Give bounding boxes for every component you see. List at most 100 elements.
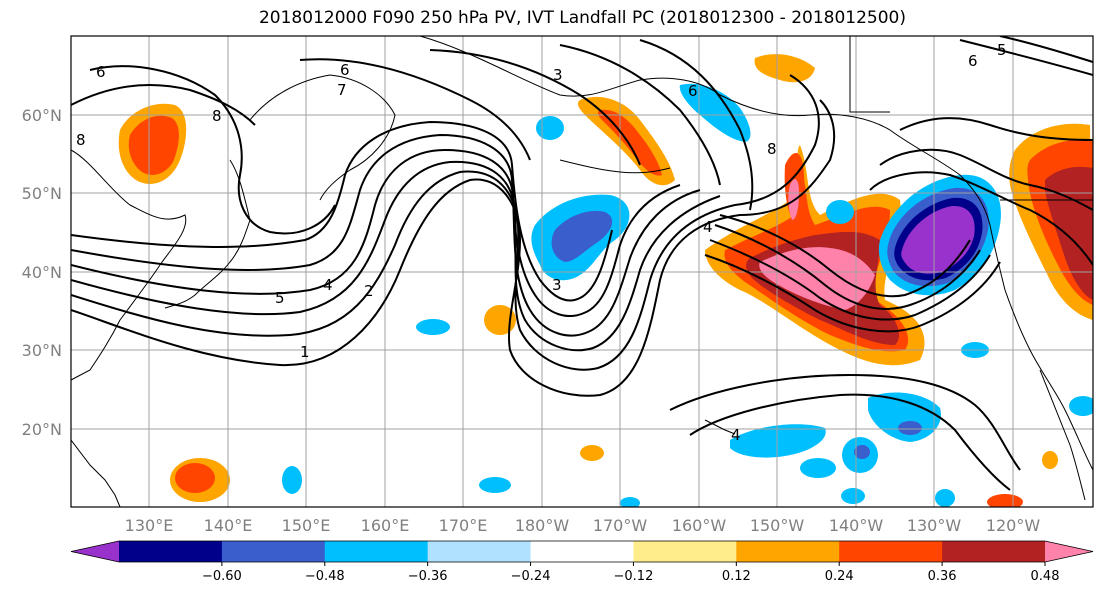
colorbar: −0.60 −0.48 −0.36 −0.24 −0.12 0.12 0.24 0.36 0.4…: [70, 540, 1094, 584]
colorbar-bin: [119, 541, 223, 562]
colorbar-bin: [427, 541, 532, 562]
contour-5: [71, 133, 681, 317]
lon-label: 170°W: [593, 516, 648, 535]
contour-label: 4: [731, 426, 741, 444]
hawaii: [704, 419, 736, 435]
negative-anomaly-east-peak: [901, 205, 975, 274]
coast-kamchatka: [249, 74, 396, 201]
negative-anomaly-south2: [730, 424, 826, 458]
negative-blob-g: [1069, 396, 1093, 416]
lat-label: 30°N: [22, 341, 62, 360]
contour-9: [299, 58, 531, 161]
positive-anomaly-ne: [754, 54, 815, 83]
colorbar-bin: [530, 541, 634, 562]
colorbar-tick-label: −0.24: [511, 569, 551, 584]
lon-label: 170°E: [439, 516, 488, 535]
contour-1: [71, 99, 836, 397]
contour-label: 1: [300, 343, 310, 361]
negative-blob-d: [479, 477, 511, 493]
lon-label: 140°E: [204, 516, 253, 535]
contour-15: [709, 239, 991, 321]
negative-anomaly-bering: [679, 83, 751, 142]
contour-7: [89, 65, 336, 235]
negative-blob-h-core: [854, 445, 870, 459]
negative-anomaly-dateline-core: [551, 210, 613, 262]
positive-blob-a: [484, 305, 516, 335]
coast-alaska: [419, 36, 991, 226]
coast-east-asia: [71, 149, 187, 381]
lon-label: 180°W: [515, 516, 570, 535]
negative-blob-i: [800, 458, 836, 478]
lat-label: 40°N: [22, 263, 62, 282]
colorbar-tick-label: 0.24: [825, 569, 854, 584]
figure-title: 2018012000 F090 250 hPa PV, IVT Landfall…: [258, 8, 906, 28]
contour-label: 6: [688, 82, 698, 100]
lon-labels: 130°E 140°E 150°E 160°E 170°E 180°W 170°…: [125, 516, 1041, 535]
positive-blob-c: [580, 445, 604, 461]
contour-21: [899, 117, 1093, 141]
negative-blob-j: [935, 489, 955, 507]
negative-blob-e: [826, 200, 854, 224]
contour-11: [559, 44, 721, 186]
positive-blob-d: [987, 494, 1023, 507]
contour-18: [869, 171, 1093, 266]
contour-label: 8: [767, 140, 777, 158]
colorbar-tick-label: −0.12: [614, 569, 654, 584]
contour-22: [959, 39, 1093, 76]
contour-label: 4: [703, 218, 713, 236]
lon-label: 160°E: [361, 516, 410, 535]
positive-blob-e: [1042, 451, 1058, 469]
colorbar-tick-label: 0.36: [928, 569, 957, 584]
contour-label: 8: [76, 131, 86, 149]
contour-16: [704, 254, 1001, 333]
contour-label: 6: [968, 52, 978, 70]
positive-blob-b-core: [175, 463, 215, 493]
contour-4: [71, 148, 701, 337]
positive-anomaly-north-core: [597, 109, 662, 176]
coast-north-america: [989, 224, 1093, 471]
colorbar-bin: [839, 541, 943, 562]
contour-2: [71, 74, 820, 371]
lon-label: 150°W: [750, 516, 805, 535]
contour-20: [669, 373, 1021, 471]
negative-blob-l: [620, 497, 640, 507]
lon-label: 130°W: [907, 516, 962, 535]
contour-label: 3: [552, 276, 562, 294]
contour-label: 6: [340, 61, 350, 79]
negative-anomaly-south-core: [898, 421, 922, 435]
negative-blob-c: [282, 466, 302, 494]
contour-label: 8: [212, 107, 222, 125]
contour-label: 5: [997, 41, 1007, 59]
contour-6: [71, 120, 613, 302]
map-frame: [70, 35, 1094, 508]
lon-label: 130°E: [125, 516, 174, 535]
border-alaska: [849, 36, 890, 113]
contour-label: 6: [96, 63, 106, 81]
contour-label: 5: [275, 289, 285, 307]
contour-label: 4: [323, 276, 333, 294]
colorbar-outline: [70, 540, 1094, 563]
colorbar-bin: [221, 541, 326, 562]
colorbar-tick-label: −0.36: [408, 569, 448, 584]
colorbar-tick-label: −0.48: [305, 569, 345, 584]
contour-13: [719, 214, 971, 298]
colorbar-bin: [633, 541, 737, 562]
colorbar-bin: [736, 541, 840, 562]
islands-west-pacific: [71, 439, 121, 507]
lat-label: 60°N: [22, 106, 62, 125]
negative-anomaly-south: [868, 392, 941, 442]
colorbar-tick-label: 0.12: [722, 569, 751, 584]
lon-label: 160°W: [672, 516, 727, 535]
colorbar-tick-label: −0.60: [202, 569, 242, 584]
coast-japan: [164, 159, 251, 309]
lat-labels: 60°N 50°N 40°N 30°N 20°N: [22, 106, 62, 439]
lon-label: 120°W: [986, 516, 1041, 535]
contour-10: [429, 49, 641, 166]
positive-anomaly-west-core: [128, 115, 179, 175]
coast-baja: [1039, 369, 1086, 501]
negative-blob-k: [841, 488, 865, 504]
colorbar-bin: [942, 541, 1046, 562]
coast-aleutians: [559, 159, 671, 174]
contour-19: [689, 393, 1011, 491]
